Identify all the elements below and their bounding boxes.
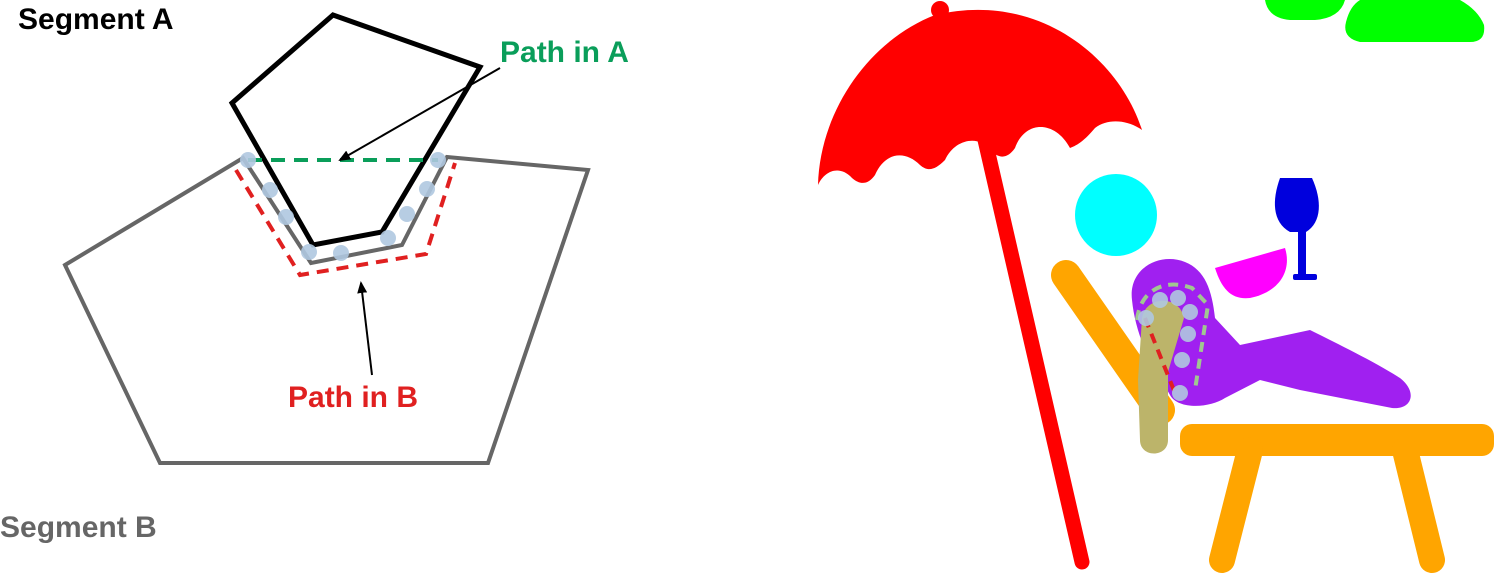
cloud-large bbox=[1345, 0, 1485, 42]
boundary-points bbox=[240, 152, 446, 261]
boundary-point bbox=[240, 152, 256, 168]
boundary-point bbox=[301, 244, 317, 260]
lounger-seat bbox=[1180, 424, 1494, 456]
path-b-label: Path in B bbox=[288, 381, 418, 414]
glass-bowl bbox=[1274, 178, 1319, 232]
beach-lounger-illustration bbox=[818, 0, 1494, 573]
cloud-small bbox=[1265, 0, 1345, 20]
arm-path-green bbox=[1135, 282, 1211, 391]
umbrella-canopy bbox=[818, 9, 1142, 185]
segment-a-polygon bbox=[228, 12, 484, 248]
person-head bbox=[1075, 174, 1157, 256]
umbrella-tip bbox=[931, 1, 949, 19]
boundary-point bbox=[1180, 326, 1196, 342]
arm-boundary-points bbox=[1138, 290, 1198, 401]
boundary-point bbox=[1172, 385, 1188, 401]
boundary-point bbox=[380, 230, 396, 246]
boundary-point bbox=[1152, 292, 1168, 308]
path-b-line bbox=[234, 162, 457, 278]
path-a-label: Path in A bbox=[500, 36, 629, 69]
boundary-point bbox=[278, 209, 294, 225]
lounger-leg-right bbox=[1392, 437, 1445, 573]
segment-a-label: Segment A bbox=[18, 3, 174, 36]
path-a-arrow bbox=[338, 67, 501, 161]
wine-glass bbox=[1274, 178, 1319, 280]
boundary-point bbox=[1138, 310, 1154, 326]
segment-b-label: Segment B bbox=[0, 511, 157, 544]
boundary-point bbox=[262, 182, 278, 198]
boundary-point bbox=[333, 245, 349, 261]
boundary-point bbox=[430, 152, 446, 168]
path-b-arrow bbox=[357, 281, 373, 376]
boundary-point bbox=[419, 181, 435, 197]
boundary-point bbox=[1182, 304, 1198, 320]
boundary-point bbox=[1174, 352, 1190, 368]
segment-b-polygon bbox=[62, 154, 591, 465]
boundary-point bbox=[399, 206, 415, 222]
umbrella-pole bbox=[977, 132, 1090, 570]
glass-liquid bbox=[1215, 248, 1287, 299]
segment-diagram: Segment A Segment B Path in A Path in B bbox=[0, 3, 629, 544]
glass-base bbox=[1293, 274, 1317, 280]
lounger-leg-left bbox=[1209, 437, 1263, 573]
boundary-point bbox=[1170, 290, 1186, 306]
glass-stem bbox=[1298, 232, 1306, 277]
arm-path-red bbox=[1143, 317, 1177, 394]
clouds bbox=[1265, 0, 1485, 42]
person-arm bbox=[1138, 300, 1184, 454]
